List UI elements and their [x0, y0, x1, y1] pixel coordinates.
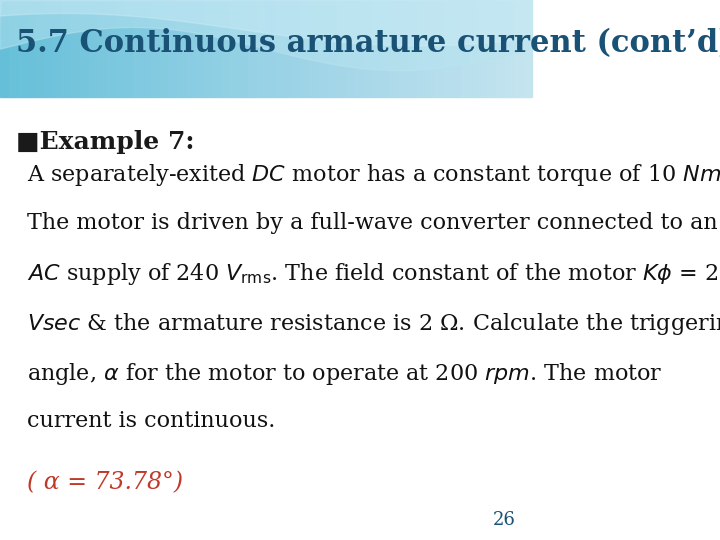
Bar [53, 0, 62, 97]
Bar [239, 0, 248, 97]
Text: ( α = 73.78°): ( α = 73.78°) [27, 471, 183, 494]
Text: 5.7 Continuous armature current (cont’d): 5.7 Continuous armature current (cont’d) [16, 28, 720, 59]
Bar [160, 0, 168, 97]
Bar [505, 0, 514, 97]
Bar [115, 0, 124, 97]
Bar [292, 0, 302, 97]
Bar [364, 0, 372, 97]
Bar [45, 0, 53, 97]
Bar [186, 0, 195, 97]
Bar [150, 0, 160, 97]
Bar [204, 0, 212, 97]
Bar [257, 0, 266, 97]
Bar [514, 0, 523, 97]
Bar [133, 0, 142, 97]
Bar [390, 0, 399, 97]
Bar [310, 0, 319, 97]
Bar [319, 0, 328, 97]
Text: $\mathit{AC}$ supply of 240 $V_{\rm rms}$. The field constant of the motor $\mat: $\mathit{AC}$ supply of 240 $V_{\rm rms}… [27, 261, 720, 287]
Bar [381, 0, 390, 97]
Bar [284, 0, 292, 97]
Bar [27, 0, 35, 97]
Bar [248, 0, 257, 97]
Bar [97, 0, 107, 97]
Bar [461, 0, 469, 97]
Bar [426, 0, 434, 97]
Bar [266, 0, 275, 97]
Bar [230, 0, 239, 97]
Text: current is continuous.: current is continuous. [27, 410, 275, 433]
Bar [18, 0, 27, 97]
Bar [195, 0, 204, 97]
Bar [302, 0, 310, 97]
Bar [177, 0, 186, 97]
Bar [9, 0, 18, 97]
Bar [372, 0, 381, 97]
Text: The motor is driven by a full-wave converter connected to an: The motor is driven by a full-wave conve… [27, 212, 717, 234]
Text: ■Example 7:: ■Example 7: [16, 130, 194, 153]
Bar [107, 0, 115, 97]
Bar [89, 0, 97, 97]
Bar [399, 0, 408, 97]
Bar [71, 0, 80, 97]
Text: $\mathit{Vsec}$ & the armature resistance is 2 Ω. Calculate the triggering: $\mathit{Vsec}$ & the armature resistanc… [27, 311, 720, 337]
Bar [452, 0, 461, 97]
Bar [337, 0, 346, 97]
Bar [443, 0, 452, 97]
Text: 26: 26 [493, 511, 516, 529]
Bar [479, 0, 487, 97]
Bar [434, 0, 443, 97]
Bar [222, 0, 230, 97]
Bar [408, 0, 417, 97]
Bar [124, 0, 133, 97]
Bar [62, 0, 71, 97]
Text: A separately-exited $\mathit{DC}$ motor has a constant torque of 10 $\mathit{Nm}: A separately-exited $\mathit{DC}$ motor … [27, 162, 720, 188]
Bar [328, 0, 337, 97]
Bar [417, 0, 426, 97]
Bar [142, 0, 150, 97]
Bar [354, 0, 364, 97]
Bar [496, 0, 505, 97]
Bar [275, 0, 284, 97]
Bar [0, 0, 9, 97]
Bar [212, 0, 222, 97]
Bar [80, 0, 89, 97]
Bar [523, 0, 532, 97]
Bar [487, 0, 496, 97]
Bar [35, 0, 45, 97]
Bar [168, 0, 177, 97]
Text: angle, $\mathit{\alpha}$ for the motor to operate at 200 $\mathit{rpm}$. The mot: angle, $\mathit{\alpha}$ for the motor t… [27, 361, 662, 387]
Bar [346, 0, 354, 97]
Bar [469, 0, 479, 97]
